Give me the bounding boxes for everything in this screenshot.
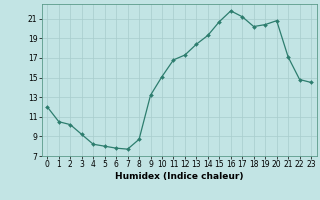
X-axis label: Humidex (Indice chaleur): Humidex (Indice chaleur): [115, 172, 244, 181]
